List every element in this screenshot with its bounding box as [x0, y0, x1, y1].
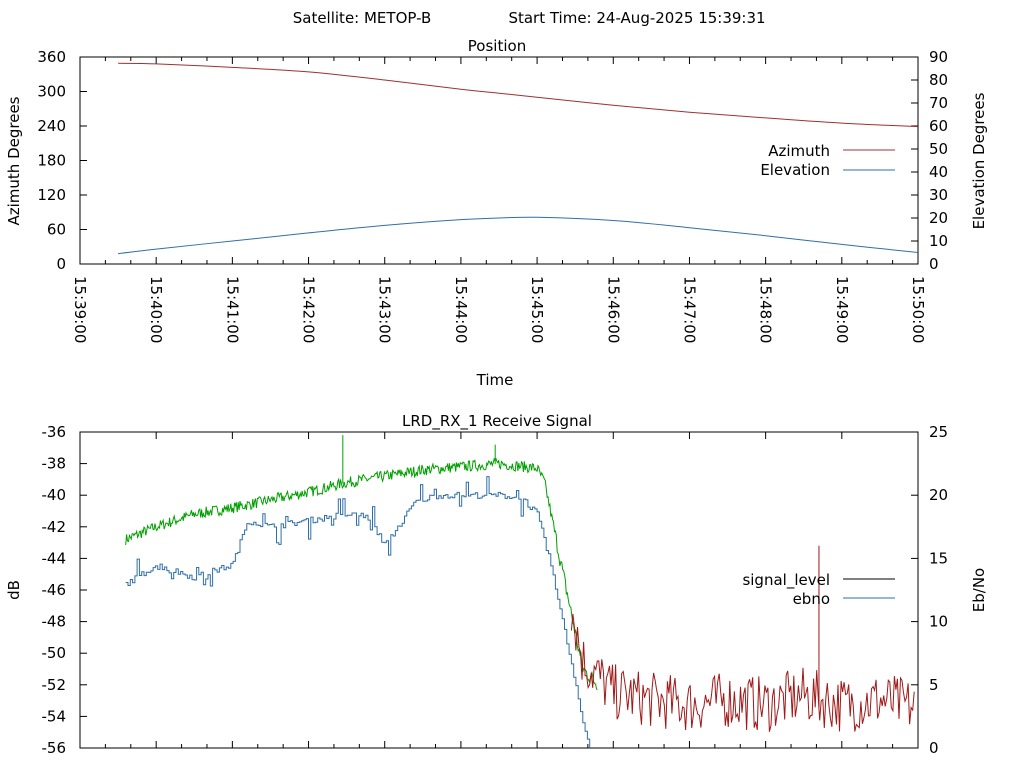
legend-ebno-label: ebno — [793, 590, 830, 608]
position-y2-tick-label-8: 80 — [929, 71, 948, 89]
position-chart: Position 0 60 120 180 240 300 360 0 10 20 30 40 50 60… — [5, 37, 988, 389]
position-x-tick-label-4: 15:43:00 — [376, 276, 394, 343]
position-y2-tick-label-6: 60 — [929, 117, 948, 135]
position-y2-tick-label-7: 70 — [929, 94, 948, 112]
position-y-axis-label: Azimuth Degrees — [5, 96, 23, 225]
signal-series — [125, 435, 915, 748]
position-y-tick-label-4: 240 — [37, 117, 66, 135]
signal-y-tick-label-7: -42 — [42, 518, 67, 536]
position-x-tick-label-9: 15:48:00 — [757, 276, 775, 343]
signal-series-group — [125, 435, 915, 748]
signal-y-tick-label-0: -56 — [42, 739, 67, 757]
position-y2-tick-label-0: 0 — [929, 255, 939, 273]
position-y-tick-label-0: 0 — [56, 255, 66, 273]
position-x-tick-label-1: 15:40:00 — [147, 276, 165, 343]
signal-y-tick-label-8: -40 — [42, 486, 67, 504]
position-y-tick-label-2: 120 — [37, 186, 66, 204]
position-x-tick-label-8: 15:47:00 — [680, 276, 698, 343]
signal-y-tick-label-5: -46 — [42, 581, 67, 599]
legend-signal-level-label: signal_level — [742, 571, 830, 590]
position-x-tick-label-7: 15:46:00 — [604, 276, 622, 343]
signal-y2-axis-label: Eb/No — [970, 568, 988, 612]
signal-axes: -56 -54 -52 -50 -48 -46 -44 -42 -40 -38 -36 0 5 10 15 2… — [42, 423, 949, 757]
signal-y-axis-label: dB — [5, 580, 23, 600]
signal-y-tick-label-10: -36 — [42, 423, 67, 441]
position-y2-tick-label-5: 50 — [929, 140, 948, 158]
signal-y-tick-label-9: -38 — [42, 455, 67, 473]
elevation-line — [118, 216, 919, 255]
position-y2-tick-label-2: 20 — [929, 209, 948, 227]
signal-y2-tick-label-0: 0 — [929, 739, 939, 757]
signal-y2-tick-label-4: 20 — [929, 486, 948, 504]
receive-signal-chart-title: LRD_RX_1 Receive Signal — [402, 412, 592, 431]
position-x-tick-label-0: 15:39:00 — [71, 276, 89, 343]
signal-level-line — [125, 457, 598, 691]
position-y2-axis-label: Elevation Degrees — [970, 92, 988, 229]
position-x-axis-label: Time — [476, 371, 514, 389]
position-x-tick-label-5: 15:44:00 — [452, 276, 470, 343]
signal-y-tick-label-1: -54 — [42, 707, 67, 725]
legend-azimuth-label: Azimuth — [768, 142, 830, 160]
position-y-tick-label-6: 360 — [37, 48, 66, 66]
position-x-tick-label-10: 15:49:00 — [833, 276, 851, 343]
satellite-label: Satellite: METOP-B — [293, 9, 432, 27]
signal-y2-tick-label-2: 10 — [929, 613, 948, 631]
position-y2-tick-label-1: 10 — [929, 232, 948, 250]
signal-y-tick-label-4: -48 — [42, 613, 67, 631]
signal-y-tick-label-3: -50 — [42, 644, 67, 662]
position-x-tick-label-2: 15:41:00 — [223, 276, 241, 343]
signal-y-tick-label-6: -44 — [42, 549, 67, 567]
noise-floor-line — [570, 613, 915, 732]
position-axes: 0 60 120 180 240 300 360 0 10 20 30 40 50 60 70 80 90 15:… — [37, 48, 948, 343]
legend-elevation-label: Elevation — [760, 161, 830, 179]
position-y2-tick-label-3: 30 — [929, 186, 948, 204]
ebno-line — [125, 476, 591, 748]
position-y-tick-label-1: 60 — [47, 221, 66, 239]
position-legend: Azimuth Elevation — [760, 142, 895, 179]
position-x-tick-label-3: 15:42:00 — [300, 276, 318, 343]
position-y2-tick-label-4: 40 — [929, 163, 948, 181]
signal-y-tick-label-2: -52 — [42, 676, 67, 694]
position-chart-title: Position — [468, 37, 526, 55]
start-time-label: Start Time: 24-Aug-2025 15:39:31 — [508, 9, 765, 27]
signal-y2-tick-label-3: 15 — [929, 549, 948, 567]
position-x-tick-label-11: 15:50:00 — [909, 276, 927, 343]
position-x-tick-label-6: 15:45:00 — [528, 276, 546, 343]
azimuth-line — [118, 62, 919, 128]
signal-y2-tick-label-5: 25 — [929, 423, 948, 441]
signal-legend: signal_level ebno — [742, 571, 895, 608]
signal-y2-tick-label-1: 5 — [929, 676, 939, 694]
position-y-tick-label-3: 180 — [37, 152, 66, 170]
receive-signal-chart: LRD_RX_1 Receive Signal -56-54-52-50-48-… — [5, 412, 988, 757]
position-y-tick-label-5: 300 — [37, 83, 66, 101]
position-y2-tick-label-9: 90 — [929, 48, 948, 66]
position-series — [118, 62, 919, 255]
